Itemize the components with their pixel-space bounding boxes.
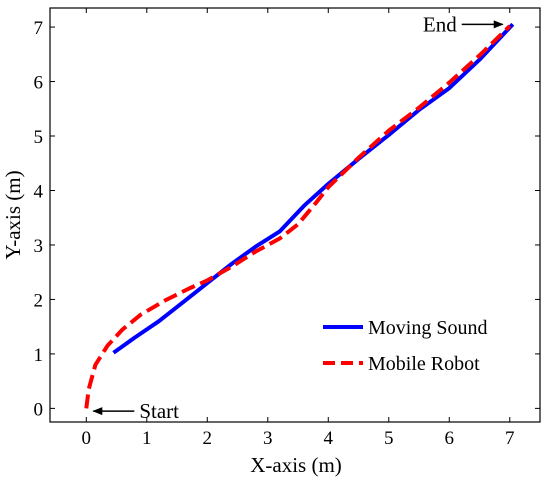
series-group <box>84 22 515 409</box>
x-tick-label: 6 <box>445 428 455 449</box>
x-tick-label: 1 <box>142 428 152 449</box>
annotation-label-start: Start <box>139 399 179 423</box>
y-tick-label: 5 <box>34 127 44 148</box>
x-tick-label: 5 <box>384 428 394 449</box>
y-tick-label: 7 <box>34 18 44 39</box>
y-tick-label: 2 <box>34 290 44 311</box>
y-tick-label: 1 <box>34 345 44 366</box>
x-tick-label: 4 <box>324 428 334 449</box>
y-axis-label: Y-axis (m) <box>1 170 25 259</box>
legend: Moving Sound Mobile Robot <box>323 317 487 375</box>
x-tick-label: 3 <box>263 428 273 449</box>
series-line-mobile-robot <box>84 24 512 409</box>
ticks-group: 0 1 2 3 4 5 6 7 0 1 2 3 4 5 6 7 <box>34 8 540 449</box>
y-tick-label: 3 <box>34 236 44 257</box>
annotations-group: Start End <box>92 12 504 423</box>
legend-label-mobile-robot: Mobile Robot <box>368 353 480 375</box>
y-tick-label: 4 <box>34 181 44 202</box>
plot-frame <box>49 7 541 423</box>
y-tick-label: 0 <box>34 399 44 420</box>
x-tick-label: 0 <box>82 428 92 449</box>
series-line-moving-sound <box>112 22 515 355</box>
legend-label-moving-sound: Moving Sound <box>368 317 487 339</box>
x-tick-label: 7 <box>505 428 515 449</box>
annotation-label-end: End <box>423 12 457 36</box>
x-tick-label: 2 <box>203 428 213 449</box>
y-tick-label: 6 <box>34 73 44 94</box>
x-axis-label: X-axis (m) <box>250 453 342 477</box>
